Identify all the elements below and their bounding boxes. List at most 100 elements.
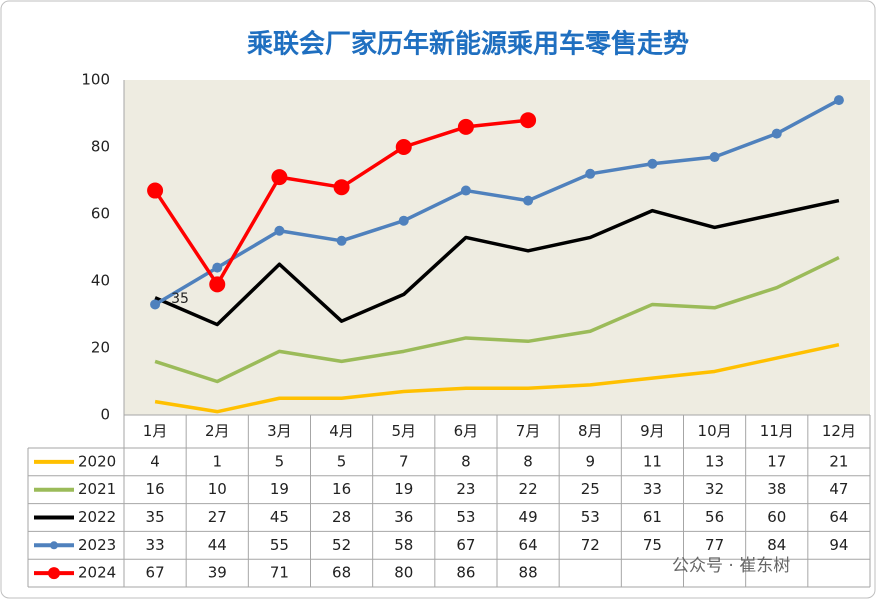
y-tick-label: 80 [91,138,110,156]
table-value: 86 [456,564,475,582]
marker [336,235,347,246]
x-tick-label: 11月 [760,422,794,440]
marker [150,299,161,310]
table-value: 72 [581,536,600,554]
legend-label: 2021 [78,480,116,498]
table-value: 88 [519,564,538,582]
y-tick-label: 60 [91,205,110,223]
legend-label: 2024 [78,564,116,582]
marker [209,276,226,293]
x-tick-label: 12月 [822,422,856,440]
legend-label: 2020 [78,452,116,470]
table-value: 10 [208,480,227,498]
data-label: 35 [171,291,189,307]
table-value: 44 [208,536,227,554]
marker [212,262,223,273]
marker [709,152,720,163]
table-value: 64 [829,508,848,526]
y-tick-label: 0 [100,406,110,424]
table-value: 23 [456,480,475,498]
table-value: 35 [146,508,165,526]
table-value: 80 [394,564,413,582]
table-value: 5 [275,452,285,470]
table-value: 75 [643,536,662,554]
marker [585,168,596,179]
table-value: 33 [643,480,662,498]
y-tick-label: 20 [91,339,110,357]
table-value: 55 [270,536,289,554]
legend-marker [50,541,58,550]
chart-title: 乘联会厂家历年新能源乘用车零售走势 [246,29,689,60]
series-line [154,98,840,306]
series-line [154,255,840,384]
table-value: 19 [270,480,289,498]
marker [333,179,350,196]
watermark: 公众号 · 崔东树 [672,556,790,576]
table-value: 21 [829,452,848,470]
table-value: 58 [394,536,413,554]
table-value: 13 [705,452,724,470]
table-value: 49 [519,508,538,526]
marker [147,182,164,199]
table-value: 11 [643,452,662,470]
legend-marker [48,567,60,580]
table-value: 64 [519,536,538,554]
x-tick-label: 2月 [205,422,230,440]
table-value: 71 [270,564,289,582]
table-value: 33 [146,536,165,554]
table-value: 56 [705,508,724,526]
table-value: 8 [523,452,533,470]
table-value: 45 [270,508,289,526]
table-value: 38 [767,480,786,498]
legend-label: 2023 [78,536,116,554]
table-value: 61 [643,508,662,526]
marker [274,225,285,236]
plot-area [124,80,870,415]
table-value: 67 [456,536,475,554]
table-value: 25 [581,480,600,498]
marker [271,169,288,186]
marker [647,158,658,169]
series-line [154,198,840,327]
table-value: 9 [585,452,595,470]
table-value: 60 [767,508,786,526]
marker [520,112,537,129]
x-tick-label: 5月 [391,422,416,440]
table-value: 4 [150,452,160,470]
table-value: 1 [212,452,222,470]
y-tick-label: 40 [91,272,110,290]
marker [460,185,471,196]
table-value: 16 [332,480,351,498]
table-value: 67 [146,564,165,582]
table-value: 53 [581,508,600,526]
table-value: 84 [767,536,786,554]
table-value: 17 [767,452,786,470]
table-value: 94 [829,536,848,554]
x-tick-label: 8月 [578,422,603,440]
series-line [154,342,840,414]
table-value: 53 [456,508,475,526]
table-value: 7 [399,452,409,470]
x-tick-label: 10月 [698,422,732,440]
table-value: 39 [208,564,227,582]
x-tick-label: 9月 [640,422,665,440]
table-value: 19 [394,480,413,498]
table-value: 8 [461,452,471,470]
x-tick-label: 7月 [516,422,541,440]
table-value: 27 [208,508,227,526]
table-value: 28 [332,508,351,526]
marker [771,128,782,139]
marker [457,118,474,135]
x-tick-label: 4月 [329,422,354,440]
marker [398,215,409,226]
table-value: 32 [705,480,724,498]
table-value: 36 [394,508,413,526]
table-value: 47 [829,480,848,498]
table-value: 77 [705,536,724,554]
x-tick-label: 3月 [267,422,292,440]
marker [395,139,412,155]
table-value: 22 [519,480,538,498]
marker [523,195,534,206]
x-tick-label: 1月 [143,422,168,440]
